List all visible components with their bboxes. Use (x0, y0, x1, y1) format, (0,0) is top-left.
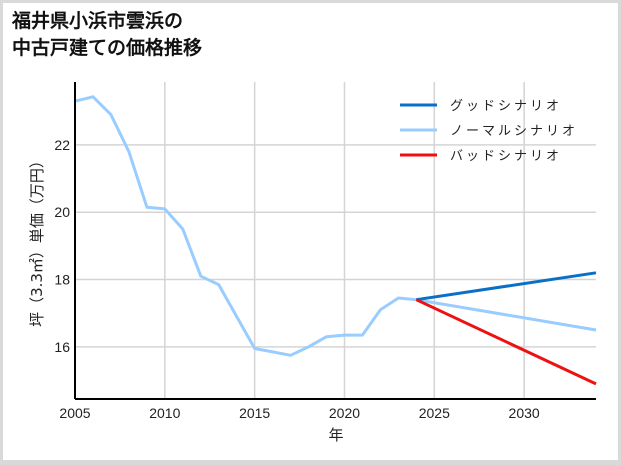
x-tick-label: 2030 (509, 405, 540, 421)
series-line (74, 95, 597, 357)
y-tick-label: 20 (54, 204, 70, 220)
x-tick-label: 2015 (239, 405, 270, 421)
x-tick-labels: 2005 2010 2015 2020 2025 2030 (59, 405, 539, 421)
axes (74, 82, 596, 400)
legend-label: ノーマルシナリオ (450, 124, 578, 139)
legend-label: グッドシナリオ (450, 99, 562, 114)
x-tick-label: 2020 (329, 405, 360, 421)
legend-label: バッドシナリオ (450, 149, 562, 164)
series-line (416, 271, 597, 302)
grid-lines (75, 82, 596, 399)
chart-frame (3, 3, 618, 460)
y-axis-label: 坪（3.3㎡）単価（万円） (28, 153, 46, 327)
chart-title: 福井県小浜市雲浜の 中古戸建ての価格推移 (12, 10, 203, 59)
y-tick-label: 22 (54, 137, 70, 153)
x-tick-label: 2025 (419, 405, 450, 421)
y-tick-label: 18 (54, 272, 70, 288)
y-tick-labels: 16 18 20 22 (54, 137, 70, 355)
series-lines (74, 95, 597, 386)
series-line (415, 298, 597, 386)
y-tick-label: 16 (54, 339, 70, 355)
x-tick-label: 2005 (59, 405, 90, 421)
x-axis-label: 年 (328, 426, 343, 444)
x-tick-label: 2010 (149, 405, 180, 421)
